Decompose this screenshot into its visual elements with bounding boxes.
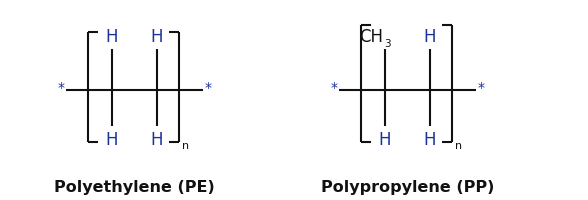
Text: H: H	[106, 28, 118, 46]
Text: Polypropylene (PP): Polypropylene (PP)	[321, 179, 494, 194]
Text: n: n	[182, 140, 189, 150]
Text: H: H	[379, 130, 391, 148]
Text: H: H	[151, 130, 163, 148]
Text: H: H	[106, 130, 118, 148]
Text: n: n	[455, 140, 462, 150]
Text: H: H	[424, 130, 436, 148]
Text: Polyethylene (PE): Polyethylene (PE)	[54, 179, 215, 194]
Text: H: H	[424, 28, 436, 46]
Text: *: *	[330, 81, 338, 95]
Text: CH: CH	[359, 28, 383, 46]
Text: *: *	[205, 81, 212, 95]
Text: *: *	[477, 81, 485, 95]
Text: 3: 3	[384, 39, 390, 49]
Text: *: *	[58, 81, 65, 95]
Text: H: H	[151, 28, 163, 46]
